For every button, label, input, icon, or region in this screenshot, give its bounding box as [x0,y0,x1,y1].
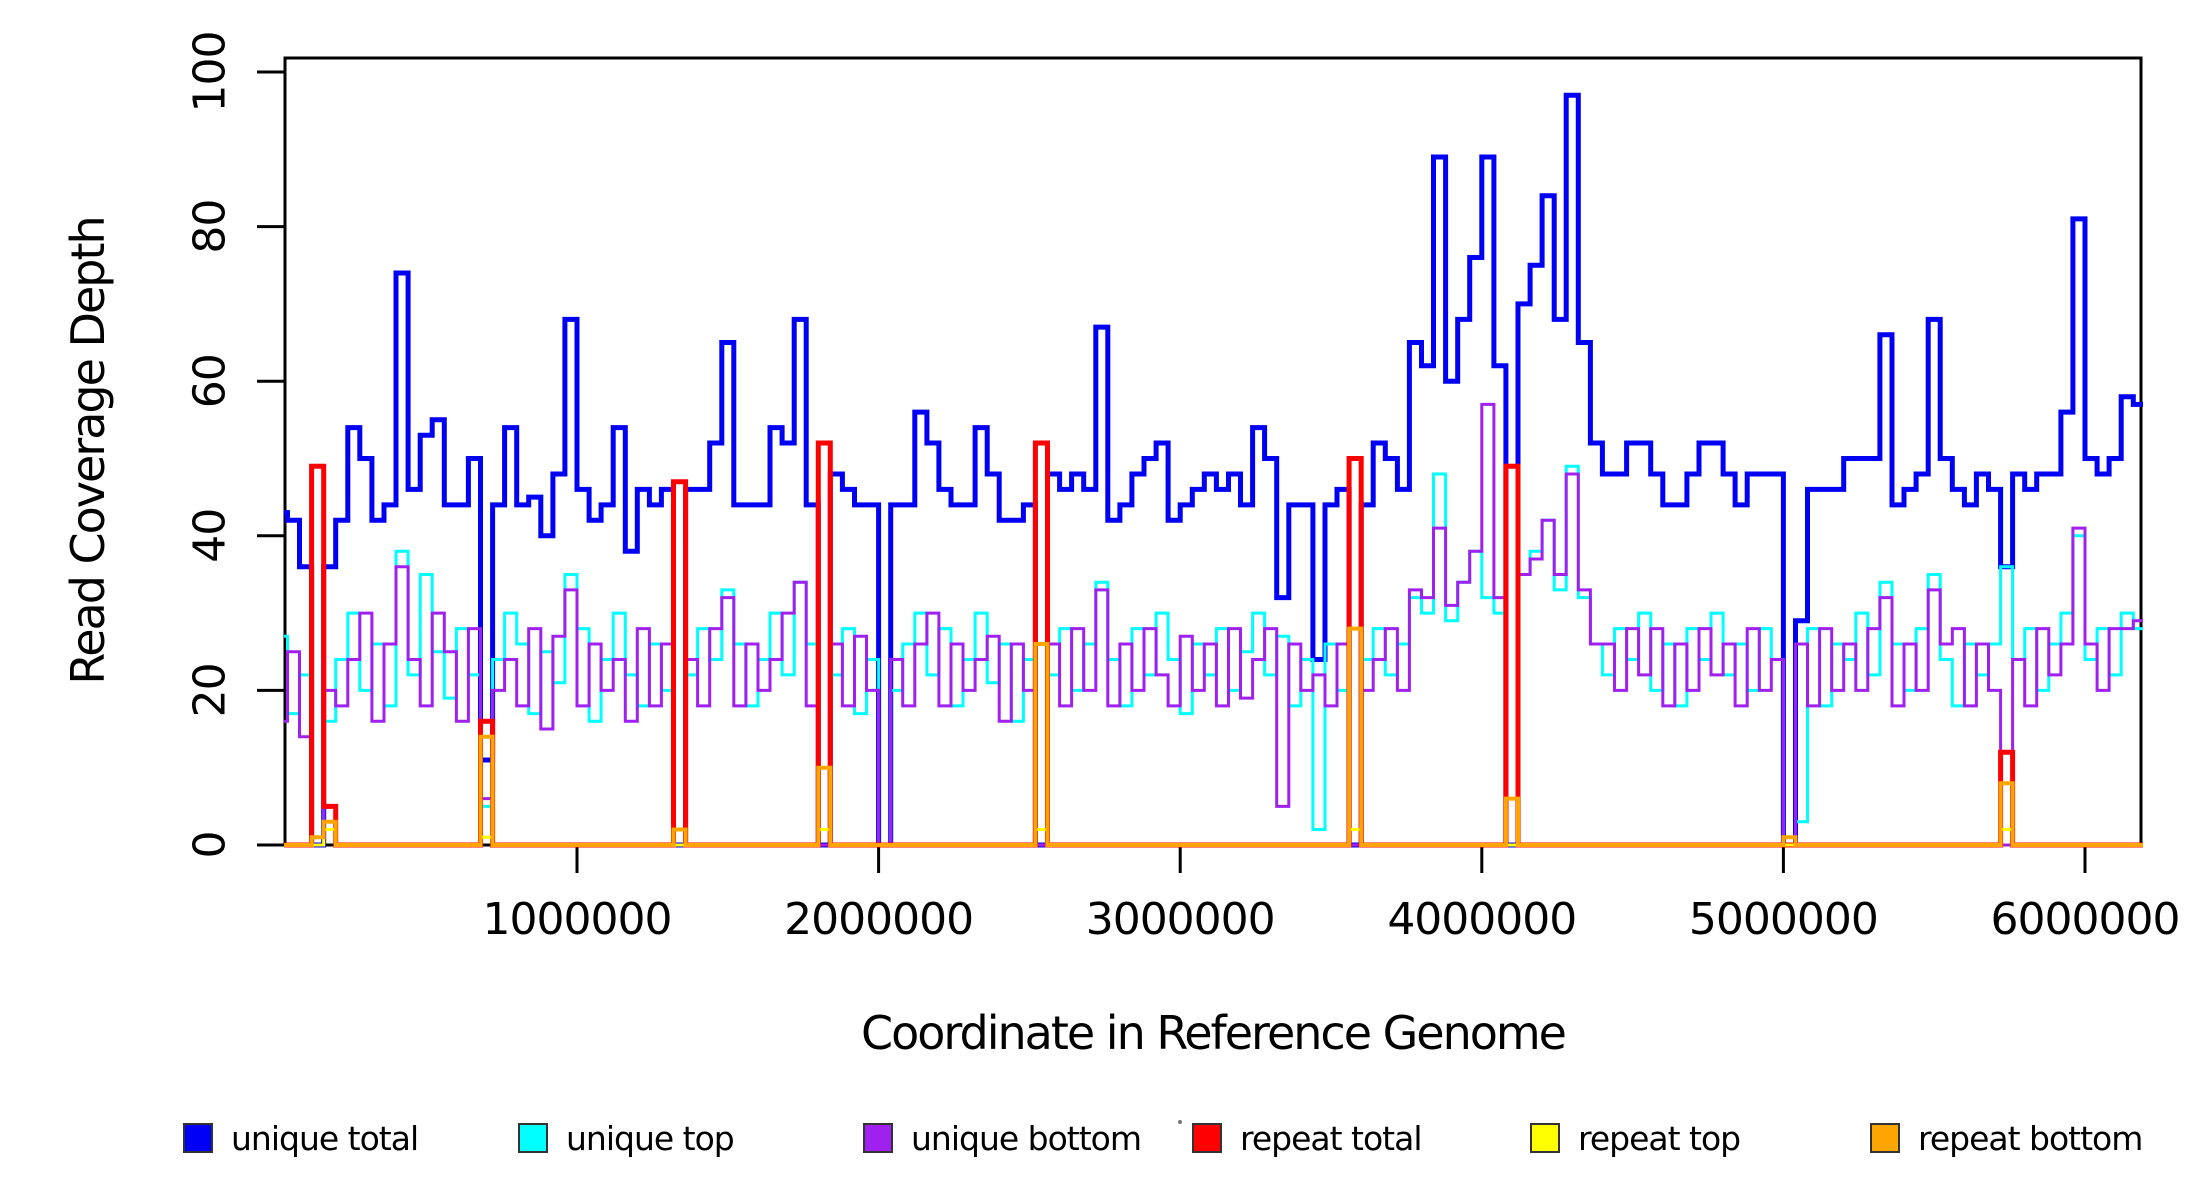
legend-item-repeat-top: repeat top [1530,1116,1741,1160]
legend-label: repeat total [1240,1118,1423,1158]
legend-swatch-unique-total [183,1123,213,1153]
legend-swatch-repeat-bottom [1870,1123,1900,1153]
x-tick-label: 5000000 [1689,894,1878,945]
x-tick-label: 4000000 [1387,894,1576,945]
axis-tick-labels: 1000000 2000000 3000000 4000000 5000000 60000… [185,32,2181,945]
stray-dot-artifact [1178,1120,1182,1124]
legend-item-repeat-bottom: repeat bottom [1870,1116,2143,1160]
y-tick-label: 100 [185,32,236,113]
series-unique-total-line [284,92,2143,848]
y-tick-label: 80 [185,200,236,254]
legend-swatch-unique-top [518,1123,548,1153]
x-tick-label: 1000000 [483,894,672,945]
series-lines [284,92,2143,848]
x-tick-label: 6000000 [1991,894,2180,945]
legend-swatch-unique-bottom [863,1123,893,1153]
series-unique-top-line [284,464,2143,847]
legend-label: unique total [231,1118,419,1158]
legend-swatch-repeat-top [1530,1123,1560,1153]
legend-swatch-repeat-total [1192,1123,1222,1153]
y-tick-label: 60 [185,354,236,408]
y-tick-label: 0 [185,832,236,859]
legend-label: repeat top [1578,1118,1741,1158]
x-tick-label: 2000000 [784,894,973,945]
x-axis-title: Coordinate in Reference Genome [861,1006,1567,1060]
series-repeat-bottom-line [284,626,2143,847]
legend-item-repeat-total: repeat total [1192,1116,1423,1160]
legend-item-unique-total: unique total [183,1116,419,1160]
series-unique-bottom-line [284,402,2143,847]
legend-label: unique bottom [911,1118,1142,1158]
legend-label: unique top [566,1118,735,1158]
x-tick-label: 3000000 [1086,894,1275,945]
legend-label: repeat bottom [1918,1118,2143,1158]
y-tick-label: 20 [185,663,236,717]
y-tick-label: 40 [185,509,236,563]
axis-ticks [257,70,2087,873]
legend: unique total unique top unique bottom repea… [0,1116,2200,1166]
y-axis-title: Read Coverage Depth [61,217,115,685]
legend-item-unique-bottom: unique bottom [863,1116,1142,1160]
legend-item-unique-top: unique top [518,1116,735,1160]
